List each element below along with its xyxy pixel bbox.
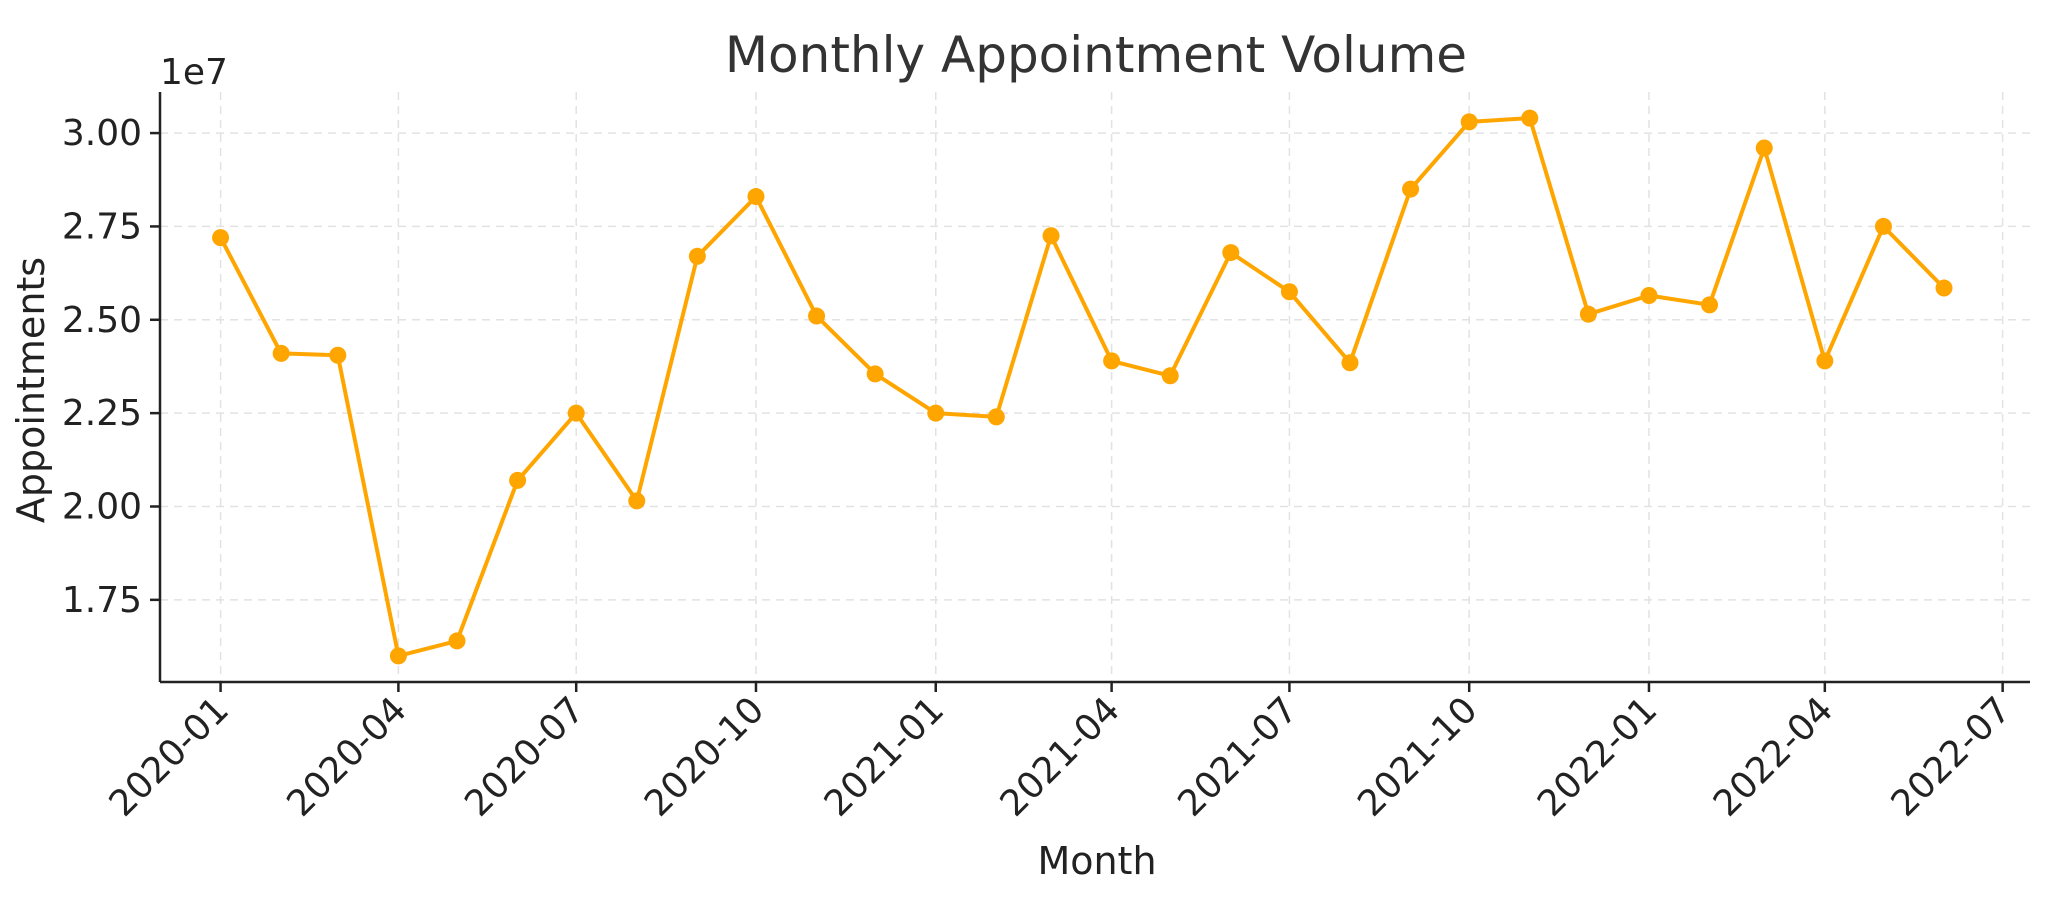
x-tick-label: 2022-04 bbox=[1706, 689, 1841, 824]
series-line-path bbox=[218, 116, 1946, 658]
y-tick-label: 2.75 bbox=[62, 206, 142, 247]
data-point bbox=[1755, 139, 1773, 157]
grid-lines bbox=[160, 92, 2030, 682]
data-point bbox=[329, 346, 347, 364]
data-point bbox=[389, 647, 407, 665]
data-point bbox=[1579, 305, 1597, 323]
data-point bbox=[927, 404, 945, 422]
x-tick-label: 2022-01 bbox=[1530, 689, 1665, 824]
data-point bbox=[1103, 352, 1121, 370]
data-point bbox=[1402, 180, 1420, 198]
x-tick-label: 2020-01 bbox=[102, 689, 237, 824]
data-point bbox=[747, 188, 765, 206]
data-point bbox=[1280, 283, 1298, 301]
x-tick-label: 2020-04 bbox=[279, 689, 414, 824]
y-tick-label: 2.50 bbox=[62, 300, 142, 341]
data-point bbox=[1161, 367, 1179, 385]
axes bbox=[158, 92, 2030, 684]
y-tick-label: 1.75 bbox=[62, 580, 142, 621]
series-points bbox=[212, 109, 1953, 665]
data-point bbox=[448, 632, 466, 650]
data-point bbox=[688, 247, 706, 265]
y-tick-label: 3.00 bbox=[62, 113, 142, 154]
x-tick-label: 2021-10 bbox=[1350, 689, 1485, 824]
data-point bbox=[1042, 227, 1060, 245]
data-point bbox=[987, 408, 1005, 426]
y-tick-label: 2.25 bbox=[62, 393, 142, 434]
x-tick-label: 2022-07 bbox=[1884, 689, 2019, 824]
data-point bbox=[509, 471, 527, 489]
series-line bbox=[218, 116, 1946, 658]
data-point bbox=[1874, 217, 1892, 235]
y-axis-offset-label: 1e7 bbox=[160, 52, 228, 93]
y-tick-label: 2.00 bbox=[62, 486, 142, 527]
data-point bbox=[1816, 352, 1834, 370]
data-point bbox=[1640, 287, 1658, 305]
x-tick-label: 2021-04 bbox=[993, 689, 1128, 824]
data-point bbox=[808, 307, 826, 325]
data-point bbox=[628, 492, 646, 510]
data-point bbox=[1701, 296, 1719, 314]
data-point bbox=[1222, 244, 1240, 262]
data-point bbox=[212, 229, 230, 247]
x-axis-ticks: 2020-01 2020-04 2020-07 2020-10 2021-01 2021-… bbox=[102, 682, 2019, 825]
x-tick-label: 2021-07 bbox=[1170, 689, 1305, 824]
y-axis-ticks: 1.75 2.00 2.25 2.50 2.75 3.00 bbox=[62, 113, 160, 621]
y-axis-label: Appointments bbox=[9, 257, 53, 523]
data-point bbox=[272, 344, 290, 362]
x-tick-label: 2020-07 bbox=[457, 689, 592, 824]
x-tick-label: 2021-01 bbox=[817, 689, 952, 824]
x-tick-label: 2020-10 bbox=[637, 689, 772, 824]
data-point bbox=[866, 365, 884, 383]
data-point bbox=[1935, 279, 1953, 297]
data-point bbox=[1460, 113, 1478, 131]
data-point bbox=[1341, 354, 1359, 372]
data-point bbox=[567, 404, 585, 422]
x-axis-label: Month bbox=[1037, 839, 1156, 883]
data-point bbox=[1521, 109, 1539, 127]
chart-title: Monthly Appointment Volume bbox=[725, 26, 1467, 84]
